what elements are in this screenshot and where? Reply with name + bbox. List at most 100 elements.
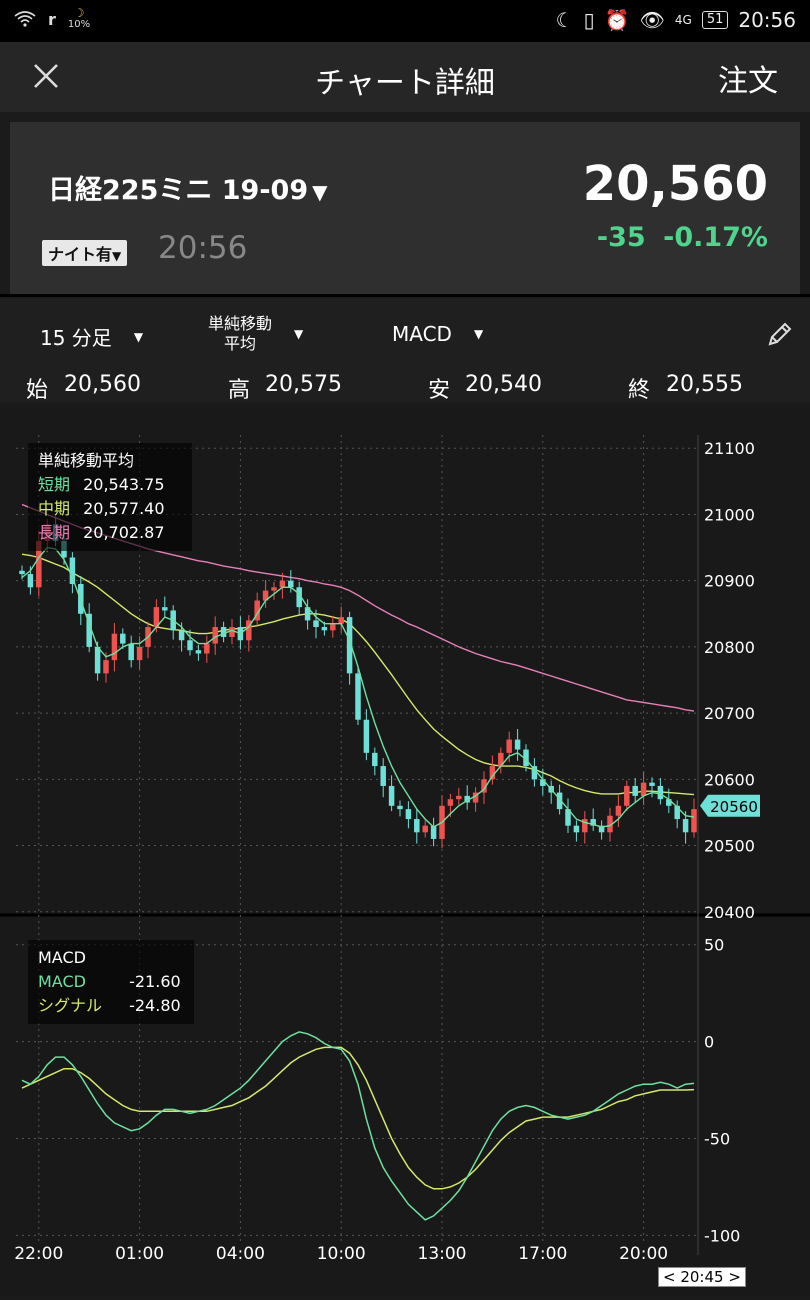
price-change: -35 -0.17% bbox=[597, 222, 768, 253]
x-tick-label: 04:00 bbox=[216, 1244, 265, 1264]
caret-down-icon: ▼ bbox=[133, 329, 144, 344]
candle-body bbox=[355, 673, 361, 720]
y-tick-label: 21000 bbox=[704, 505, 755, 524]
candle-body bbox=[69, 557, 76, 584]
candle-body bbox=[397, 805, 403, 810]
macd-tick-label: -100 bbox=[704, 1226, 740, 1245]
candle-body bbox=[405, 809, 412, 820]
candle-body bbox=[565, 809, 571, 826]
alarm-icon: ⏰ bbox=[604, 8, 630, 32]
macd-line bbox=[21, 1031, 695, 1221]
caret-down-icon: ▼ bbox=[312, 180, 328, 204]
candle-body bbox=[657, 785, 664, 800]
candle-body bbox=[422, 825, 428, 833]
mid-label: 中期 bbox=[38, 499, 71, 518]
candle-body bbox=[472, 792, 479, 803]
indicator-label-line2: 平均 bbox=[224, 334, 257, 353]
open-value: 20,560 bbox=[64, 372, 141, 397]
macd-legend-signal: シグナル -24.80 bbox=[38, 994, 184, 1018]
candle-body bbox=[624, 785, 630, 806]
candle-body bbox=[187, 640, 193, 651]
night-session-toggle[interactable]: ナイト有▼ bbox=[42, 240, 128, 266]
macd-tick-label: -50 bbox=[704, 1129, 730, 1148]
candle-body bbox=[481, 779, 487, 793]
macd-legend-macd: MACD -21.60 bbox=[38, 970, 184, 994]
dnd-moon-icon: ☾ bbox=[555, 8, 574, 32]
status-right: ☾ ▯ ⏰ 👁 4G 51 20:56 bbox=[556, 8, 796, 32]
current-price-tag: 20560 bbox=[710, 798, 758, 816]
oscillator-dropdown[interactable]: MACD ▼ bbox=[392, 322, 483, 346]
chart-area[interactable]: 22:00 01:00 04:00 10:00 13:00 17:00 20:00 21100… bbox=[0, 405, 810, 1296]
indicator-dropdown[interactable]: 単純移動 平均 ▼ bbox=[208, 314, 303, 354]
pencil-icon[interactable] bbox=[766, 320, 794, 348]
y-tick-label: 21100 bbox=[704, 439, 755, 458]
candle-body bbox=[212, 627, 218, 644]
close-value: 20,555 bbox=[666, 372, 743, 397]
candle-body bbox=[220, 627, 227, 637]
candle-body bbox=[304, 607, 311, 621]
symbol-summary: 日経225ミニ 19-09 ▼ ナイト有▼ 20:56 20,560 -35 -0… bbox=[10, 122, 800, 294]
caret-down-icon: ▼ bbox=[112, 249, 122, 263]
candle-body bbox=[288, 580, 294, 588]
candle-body bbox=[540, 779, 546, 786]
candle-body bbox=[279, 580, 286, 588]
moon-icon: ☽ 10% bbox=[67, 6, 91, 30]
signal-value: -24.80 bbox=[129, 996, 181, 1015]
candle-body bbox=[346, 617, 353, 674]
change-percent: -0.17% bbox=[663, 222, 768, 253]
interval-label: 15 分足 bbox=[40, 326, 112, 350]
macd-label: MACD bbox=[38, 972, 86, 991]
caret-down-icon: ▼ bbox=[294, 327, 304, 341]
oscillator-label: MACD bbox=[392, 322, 452, 346]
candle-body bbox=[153, 607, 160, 628]
symbol-name: 日経225ミニ 19-09 bbox=[48, 175, 309, 206]
status-time: 20:56 bbox=[738, 8, 796, 32]
order-button[interactable]: 注文 bbox=[718, 64, 778, 99]
signal-icon: 4G bbox=[674, 13, 692, 27]
page-title: チャート詳細 bbox=[315, 66, 495, 101]
y-tick-label: 20700 bbox=[704, 704, 755, 723]
eye-icon: 👁 bbox=[639, 8, 665, 32]
short-value: 20,543.75 bbox=[83, 475, 165, 494]
ma-legend-short: 短期 20,543.75 bbox=[38, 473, 182, 497]
x-tick-label: 17:00 bbox=[518, 1244, 567, 1264]
candle-body bbox=[640, 782, 647, 796]
candle-body bbox=[607, 815, 613, 833]
candle-body bbox=[136, 646, 143, 661]
y-tick-label: 20400 bbox=[704, 903, 755, 922]
candle-body bbox=[531, 766, 538, 780]
candle-body bbox=[590, 819, 596, 826]
change-value: -35 bbox=[596, 222, 646, 253]
high-label: 高 bbox=[228, 378, 251, 403]
low-label: 安 bbox=[428, 378, 451, 403]
ohlc-row: 始 20,560 高 20,575 安 20,540 終 20,555 bbox=[0, 368, 810, 403]
candle-body bbox=[128, 643, 134, 661]
candle-body bbox=[573, 825, 580, 833]
candle-body bbox=[523, 749, 529, 767]
macd-value: -21.60 bbox=[129, 972, 181, 991]
candle-body bbox=[489, 766, 496, 780]
interval-dropdown[interactable]: 15 分足 ▼ bbox=[40, 322, 143, 351]
price-chart[interactable]: 22:00 01:00 04:00 10:00 13:00 17:00 20:00 21100… bbox=[0, 405, 810, 1296]
close-icon[interactable] bbox=[28, 58, 64, 94]
candle-body bbox=[229, 627, 235, 637]
candle-body bbox=[666, 799, 672, 806]
symbol-selector[interactable]: 日経225ミニ 19-09 ▼ bbox=[48, 168, 328, 207]
candle-body bbox=[195, 650, 202, 654]
candle-body bbox=[94, 646, 101, 674]
close-label: 終 bbox=[628, 378, 651, 403]
candle-body bbox=[456, 795, 462, 800]
ma-legend-title: 単純移動平均 bbox=[38, 451, 135, 470]
short-label: 短期 bbox=[38, 475, 71, 494]
mid-value: 20,577.40 bbox=[83, 499, 165, 518]
long-value: 20,702.87 bbox=[83, 523, 165, 542]
time-cursor-tag[interactable]: < 20:45 > bbox=[658, 1267, 746, 1287]
candle-body bbox=[447, 799, 454, 806]
macd-legend: MACD MACD -21.60 シグナル -24.80 bbox=[28, 940, 194, 1024]
candle-body bbox=[414, 819, 420, 833]
macd-tick-label: 0 bbox=[704, 1033, 714, 1052]
ma-legend-long: 長期 20,702.87 bbox=[38, 521, 182, 545]
candle-body bbox=[120, 633, 126, 644]
divider bbox=[0, 294, 810, 297]
ma-legend: 単純移動平均 短期 20,543.75 中期 20,577.40 長期 20,7… bbox=[28, 443, 192, 551]
